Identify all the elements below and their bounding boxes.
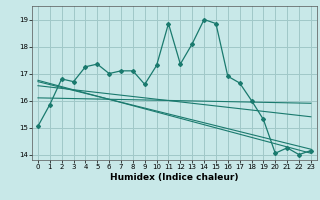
- X-axis label: Humidex (Indice chaleur): Humidex (Indice chaleur): [110, 173, 239, 182]
